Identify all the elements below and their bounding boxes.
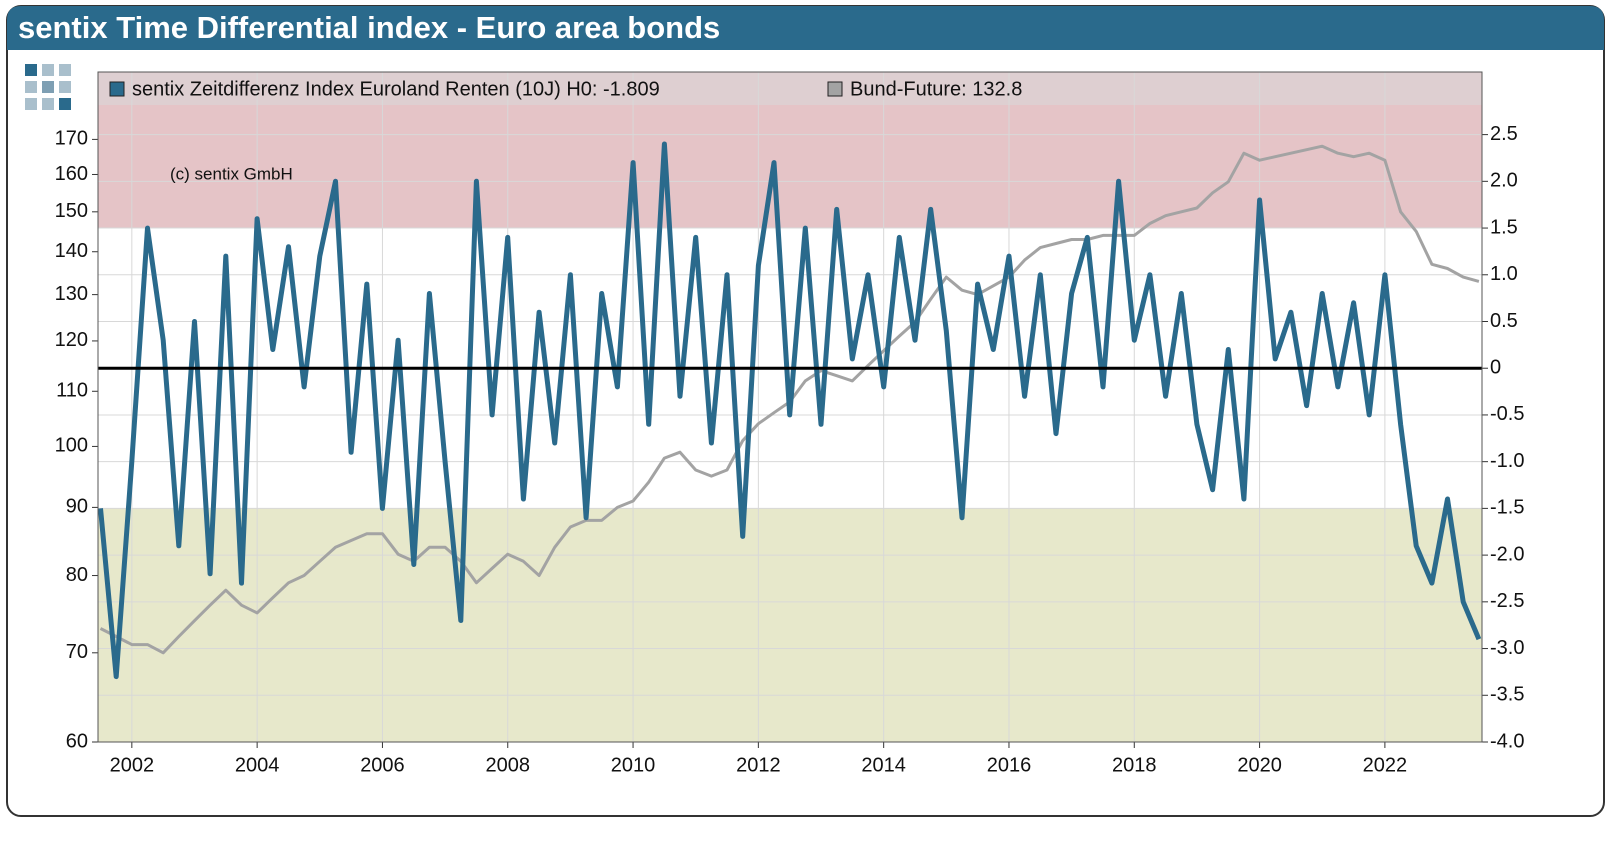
x-tick-label: 2008 bbox=[485, 754, 530, 776]
x-tick-label: 2002 bbox=[110, 754, 155, 776]
y2-tick-label: -0.5 bbox=[1490, 403, 1524, 425]
zone-band bbox=[98, 508, 1482, 742]
x-tick-label: 2020 bbox=[1237, 754, 1282, 776]
y2-tick-label: 1.5 bbox=[1490, 216, 1518, 238]
y2-tick-label: -1.0 bbox=[1490, 450, 1524, 472]
y2-tick-label: 2.5 bbox=[1490, 123, 1518, 145]
x-tick-label: 2016 bbox=[987, 754, 1032, 776]
legend-label: sentix Zeitdifferenz Index Euroland Rent… bbox=[132, 78, 660, 100]
legend-swatch bbox=[109, 81, 125, 97]
y2-tick-label: -4.0 bbox=[1490, 730, 1524, 752]
x-tick-label: 2014 bbox=[861, 754, 906, 776]
x-tick-label: 2006 bbox=[360, 754, 405, 776]
y2-tick-label: 0.5 bbox=[1490, 310, 1518, 332]
y-tick-label: 170 bbox=[55, 128, 88, 150]
x-tick-label: 2022 bbox=[1363, 754, 1408, 776]
y2-tick-label: -3.0 bbox=[1490, 637, 1524, 659]
legend-swatch bbox=[827, 81, 843, 97]
y-tick-label: 60 bbox=[66, 730, 88, 752]
y2-tick-label: 1.0 bbox=[1490, 263, 1518, 285]
x-tick-label: 2012 bbox=[736, 754, 781, 776]
y-tick-label: 100 bbox=[55, 435, 88, 457]
y2-tick-label: 0 bbox=[1490, 357, 1501, 379]
legend-label: Bund-Future: 132.8 bbox=[850, 78, 1022, 100]
y2-tick-label: -2.0 bbox=[1490, 543, 1524, 565]
y-tick-label: 160 bbox=[55, 163, 88, 185]
y-tick-label: 80 bbox=[66, 564, 88, 586]
x-tick-label: 2004 bbox=[235, 754, 280, 776]
chart-title: sentix Time Differential index - Euro ar… bbox=[18, 10, 720, 45]
logo bbox=[25, 64, 71, 110]
x-tick-label: 2010 bbox=[611, 754, 656, 776]
y2-tick-label: 2.0 bbox=[1490, 170, 1518, 192]
y2-tick-label: -1.5 bbox=[1490, 497, 1524, 519]
annotation: (c) sentix GmbH bbox=[170, 164, 293, 183]
y-tick-label: 140 bbox=[55, 240, 88, 262]
plot-border bbox=[97, 71, 1483, 743]
y-tick-label: 130 bbox=[55, 283, 88, 305]
legend-band bbox=[98, 72, 1482, 105]
x-tick-label: 2018 bbox=[1112, 754, 1157, 776]
y-tick-label: 90 bbox=[66, 496, 88, 518]
y2-tick-label: -2.5 bbox=[1490, 590, 1524, 612]
y-tick-label: 120 bbox=[55, 329, 88, 351]
y2-tick-label: -3.5 bbox=[1490, 684, 1524, 706]
y-tick-label: 110 bbox=[56, 380, 88, 402]
data-line bbox=[98, 141, 1482, 680]
y-tick-label: 150 bbox=[55, 200, 88, 222]
y-tick-label: 70 bbox=[66, 641, 88, 663]
header-bar bbox=[7, 6, 1604, 50]
